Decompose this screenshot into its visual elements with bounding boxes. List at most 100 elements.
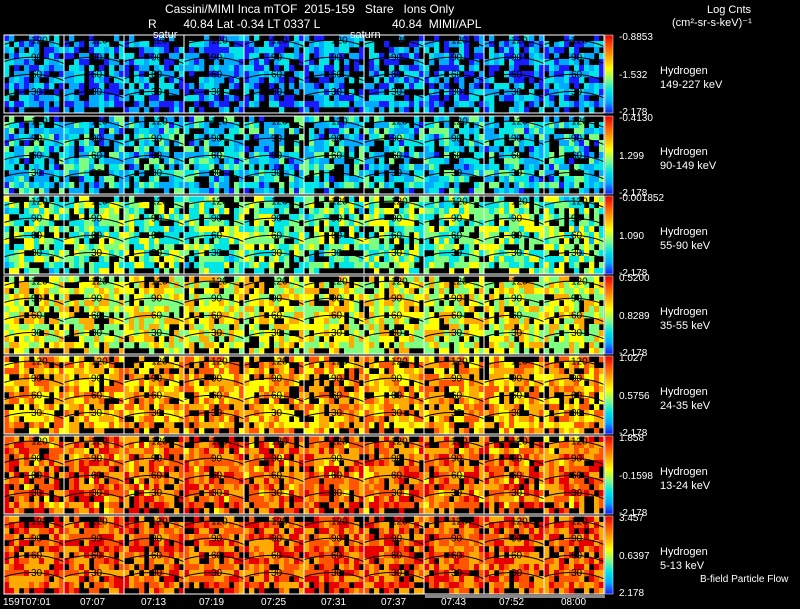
heatmap-cell [484, 77, 490, 84]
heatmap-cell [214, 324, 220, 331]
heatmap-cell [579, 152, 585, 159]
heatmap-cell [529, 306, 535, 313]
heatmap-cell [209, 128, 215, 135]
contour-line [543, 73, 605, 82]
heatmap-cell [149, 348, 155, 355]
heatmap-cell [444, 238, 450, 245]
heatmap-cell [124, 41, 130, 48]
heatmap-cell [69, 53, 75, 60]
heatmap-cell [209, 65, 215, 72]
heatmap-cell [529, 256, 535, 263]
heatmap-cell [84, 306, 90, 313]
heatmap-cell [154, 47, 160, 54]
heatmap-cell [334, 128, 340, 135]
contour-label: 120 [151, 196, 168, 207]
heatmap-cell [29, 342, 35, 349]
heatmap-cell [359, 288, 365, 295]
heatmap-cell [119, 336, 125, 343]
heatmap-cell [139, 95, 145, 102]
heatmap-cell [579, 226, 585, 233]
heatmap-cell [444, 348, 450, 355]
heatmap-cell [579, 164, 585, 171]
heatmap-cell [449, 214, 455, 221]
contour-label: 120 [91, 276, 108, 287]
heatmap-cell [214, 176, 220, 183]
heatmap-cell [564, 146, 570, 153]
contour-line [123, 200, 185, 208]
heatmap-cell [339, 282, 345, 289]
heatmap-cell [499, 220, 505, 227]
heatmap-cell [334, 122, 340, 129]
heatmap-cell [269, 164, 275, 171]
heatmap-cell [94, 95, 100, 102]
heatmap-cell [244, 134, 250, 141]
heatmap-cell [554, 238, 560, 245]
heatmap-cell [304, 53, 310, 60]
heatmap-cell [289, 336, 295, 343]
heatmap-cell [549, 158, 555, 165]
heatmap-cell [499, 348, 505, 355]
heatmap-cell [14, 122, 20, 129]
heatmap-cell [539, 306, 545, 313]
heatmap-cell [49, 294, 55, 301]
heatmap-cell [139, 41, 145, 48]
heatmap-cell [434, 128, 440, 135]
heatmap-cell [254, 330, 260, 337]
heatmap-cell [539, 107, 545, 114]
contour-line [303, 200, 365, 208]
heatmap-cell [494, 83, 500, 90]
heatmap-cell [74, 95, 80, 102]
heatmap-cell [194, 244, 200, 251]
heatmap-cell [9, 380, 15, 387]
heatmap-cell [569, 176, 575, 183]
heatmap-cell [324, 122, 330, 129]
heatmap-cell [414, 202, 420, 209]
heatmap-cell [259, 214, 265, 221]
heatmap-cell [439, 53, 445, 60]
heatmap-cell [509, 294, 515, 301]
heatmap-cell [494, 182, 500, 189]
contour-line [3, 314, 65, 323]
heatmap-cell [304, 282, 310, 289]
heatmap-cell [9, 53, 15, 60]
heatmap-cell [194, 330, 200, 337]
heatmap-cell [264, 140, 270, 147]
heatmap-cell [244, 77, 250, 84]
heatmap-cell [149, 342, 155, 349]
contour-label: 90 [271, 53, 283, 64]
heatmap-cell [174, 101, 180, 108]
heatmap-cell [189, 294, 195, 301]
heatmap-cell [319, 238, 325, 245]
heatmap-cell [244, 232, 250, 239]
heatmap-cell [499, 47, 505, 54]
contour-label: 120 [151, 116, 168, 127]
heatmap-cell [334, 256, 340, 263]
heatmap-cell [129, 35, 135, 42]
heatmap-cell [149, 294, 155, 301]
heatmap-cell [54, 282, 60, 289]
heatmap-cell [414, 312, 420, 319]
heatmap-cell [484, 244, 490, 251]
heatmap-cell [529, 282, 535, 289]
heatmap-cell [189, 256, 195, 263]
heatmap-cell [79, 256, 85, 263]
contour-line [123, 91, 185, 99]
heatmap-cell [129, 238, 135, 245]
heatmap-cell [439, 188, 445, 195]
heatmap-cell [519, 196, 525, 203]
heatmap-cell [174, 348, 180, 355]
heatmap-cell [134, 312, 140, 319]
heatmap-cell [194, 95, 200, 102]
heatmap-cell [234, 342, 240, 349]
heatmap-cell [114, 95, 120, 102]
heatmap-cell [74, 244, 80, 251]
heatmap-cell [434, 288, 440, 295]
contour-label: 90 [31, 53, 43, 64]
heatmap-cell [564, 300, 570, 307]
heatmap-cell [109, 276, 115, 283]
heatmap-cell [299, 330, 305, 337]
heatmap-cell [29, 95, 35, 102]
heatmap-cell [174, 182, 180, 189]
heatmap-cell [149, 220, 155, 227]
heatmap-cell [474, 122, 480, 129]
